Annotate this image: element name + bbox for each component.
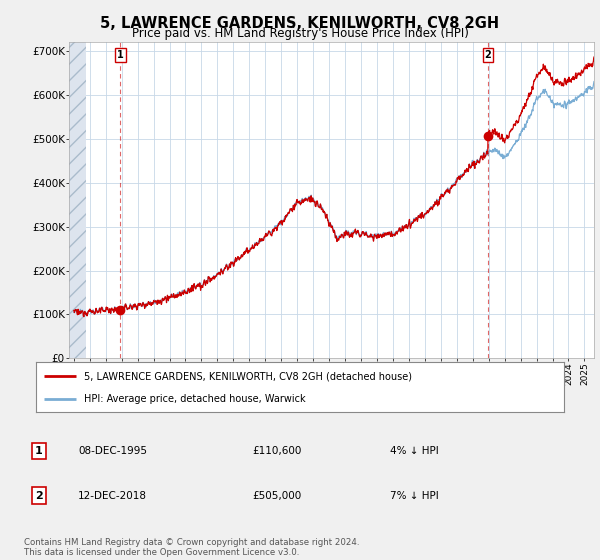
Text: 5, LAWRENCE GARDENS, KENILWORTH, CV8 2GH: 5, LAWRENCE GARDENS, KENILWORTH, CV8 2GH — [100, 16, 500, 31]
Text: 4% ↓ HPI: 4% ↓ HPI — [390, 446, 439, 456]
Text: £505,000: £505,000 — [252, 491, 301, 501]
Text: 1: 1 — [117, 50, 124, 60]
Text: 12-DEC-2018: 12-DEC-2018 — [78, 491, 147, 501]
Text: £110,600: £110,600 — [252, 446, 301, 456]
Bar — [69, 42, 86, 358]
Text: 08-DEC-1995: 08-DEC-1995 — [78, 446, 147, 456]
Text: 7% ↓ HPI: 7% ↓ HPI — [390, 491, 439, 501]
Text: Price paid vs. HM Land Registry's House Price Index (HPI): Price paid vs. HM Land Registry's House … — [131, 27, 469, 40]
Text: 2: 2 — [485, 50, 491, 60]
Text: 2: 2 — [35, 491, 43, 501]
Text: 5, LAWRENCE GARDENS, KENILWORTH, CV8 2GH (detached house): 5, LAWRENCE GARDENS, KENILWORTH, CV8 2GH… — [83, 371, 412, 381]
Text: 1: 1 — [35, 446, 43, 456]
Text: HPI: Average price, detached house, Warwick: HPI: Average price, detached house, Warw… — [83, 394, 305, 404]
Text: Contains HM Land Registry data © Crown copyright and database right 2024.
This d: Contains HM Land Registry data © Crown c… — [24, 538, 359, 557]
